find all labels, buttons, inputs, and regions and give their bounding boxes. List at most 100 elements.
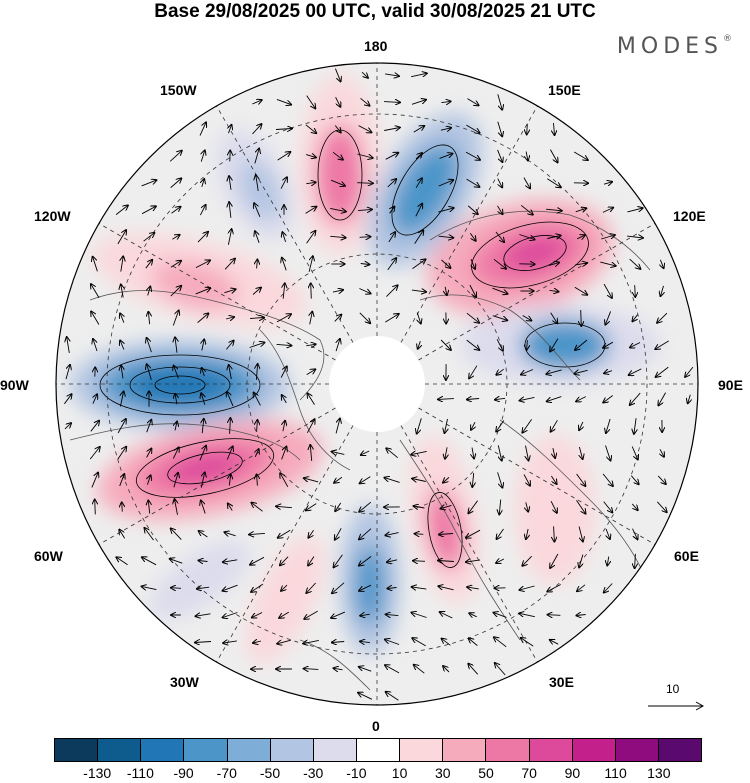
wind-vector <box>142 586 157 589</box>
colorbar-swatch <box>400 739 444 761</box>
wind-vector <box>520 204 533 214</box>
wind-vector <box>527 123 528 135</box>
wind-vector <box>148 287 151 296</box>
wind-vector <box>169 151 182 162</box>
wind-vector <box>276 314 291 323</box>
wind-vector <box>442 639 451 646</box>
wind-vector <box>467 587 479 589</box>
wind-vector <box>413 126 424 133</box>
wind-vector <box>311 283 312 299</box>
wind-vector <box>634 418 636 434</box>
wind-vector <box>199 561 208 562</box>
wind-vector <box>256 175 258 191</box>
wind-vector <box>386 614 399 615</box>
wind-vector <box>441 259 451 268</box>
wind-vector <box>439 534 454 535</box>
anomaly-high-120w-core <box>151 260 239 310</box>
wind-vector <box>631 446 638 460</box>
wind-vector <box>551 420 558 431</box>
wind-vector <box>546 209 562 211</box>
wind-vector <box>305 155 316 158</box>
wind-vector <box>148 501 149 514</box>
wind-vector <box>390 207 395 214</box>
colorbar-swatch <box>227 739 271 761</box>
wind-vector <box>359 584 372 591</box>
wind-vector <box>575 339 588 350</box>
wind-vector <box>573 151 588 160</box>
colorbar-swatch <box>356 739 401 761</box>
wind-vector <box>655 340 669 349</box>
polar-cap <box>329 336 425 432</box>
wind-vector <box>65 365 70 380</box>
wind-vector <box>306 344 315 346</box>
wind-vector <box>197 232 208 243</box>
wind-vector <box>141 180 157 187</box>
wind-vector <box>308 393 315 405</box>
wind-vector <box>526 151 528 161</box>
wind-vector <box>600 261 615 266</box>
wind-vector <box>331 611 346 618</box>
lon-label-150w: 150W <box>160 82 197 98</box>
wind-vector <box>656 501 666 512</box>
colorbar-swatch <box>55 739 99 761</box>
wind-vector <box>466 339 480 350</box>
colorbar-tick-label: 90 <box>564 765 581 781</box>
wind-vector <box>332 452 345 455</box>
wind-vector <box>93 394 97 404</box>
wind-vector <box>414 665 425 674</box>
wind-vector <box>574 286 587 295</box>
wind-vector <box>278 529 291 538</box>
wind-vector <box>334 68 340 82</box>
wind-vector <box>361 451 370 455</box>
wind-vector <box>359 667 372 672</box>
wind-vector <box>445 286 447 295</box>
wind-vector <box>385 314 398 323</box>
map-border <box>55 62 699 706</box>
wind-vector <box>550 500 557 513</box>
wind-vector <box>254 149 259 164</box>
wind-vector <box>521 369 534 375</box>
wind-vector <box>445 447 447 458</box>
wind-vector <box>275 129 292 130</box>
wind-vector <box>660 449 664 456</box>
wind-vector <box>411 451 427 454</box>
wind-vector <box>306 95 316 109</box>
wind-vector <box>632 314 638 322</box>
wind-vector <box>252 124 262 135</box>
wind-vector <box>554 526 555 541</box>
wind-vector <box>472 473 473 487</box>
wind-vector <box>145 528 154 541</box>
wind-vector <box>522 419 532 432</box>
wind-vector <box>172 311 178 326</box>
wind-vector <box>280 177 287 189</box>
brand-name: MODES <box>616 34 723 59</box>
wind-vector <box>148 312 149 325</box>
colorbar-swatch <box>270 739 314 761</box>
wind-vector <box>601 235 615 240</box>
wind-vector <box>335 502 342 511</box>
wind-vector <box>199 205 205 216</box>
wind-vector <box>414 230 424 244</box>
wind-vector <box>249 343 265 348</box>
wind-vector <box>251 583 264 592</box>
wind-vector <box>335 96 341 107</box>
wind-vector <box>147 338 152 353</box>
reference-vector: 10 <box>646 682 706 722</box>
wind-vector <box>627 236 643 238</box>
wind-vector <box>521 638 534 647</box>
meridian-line <box>98 223 336 361</box>
colorbar-swatch <box>98 739 142 761</box>
wind-vector <box>226 447 232 460</box>
wind-vector <box>199 446 206 461</box>
wind-vector <box>361 71 368 78</box>
wind-vector <box>252 288 261 295</box>
wind-vector <box>576 396 587 402</box>
meridian-line <box>418 407 656 545</box>
wind-vector <box>466 529 481 538</box>
wind-vector <box>385 74 399 76</box>
wind-vector <box>175 422 177 431</box>
wind-vector <box>415 178 422 188</box>
wind-vector <box>201 501 206 514</box>
wind-vector <box>281 584 288 591</box>
wind-vector <box>551 475 556 484</box>
